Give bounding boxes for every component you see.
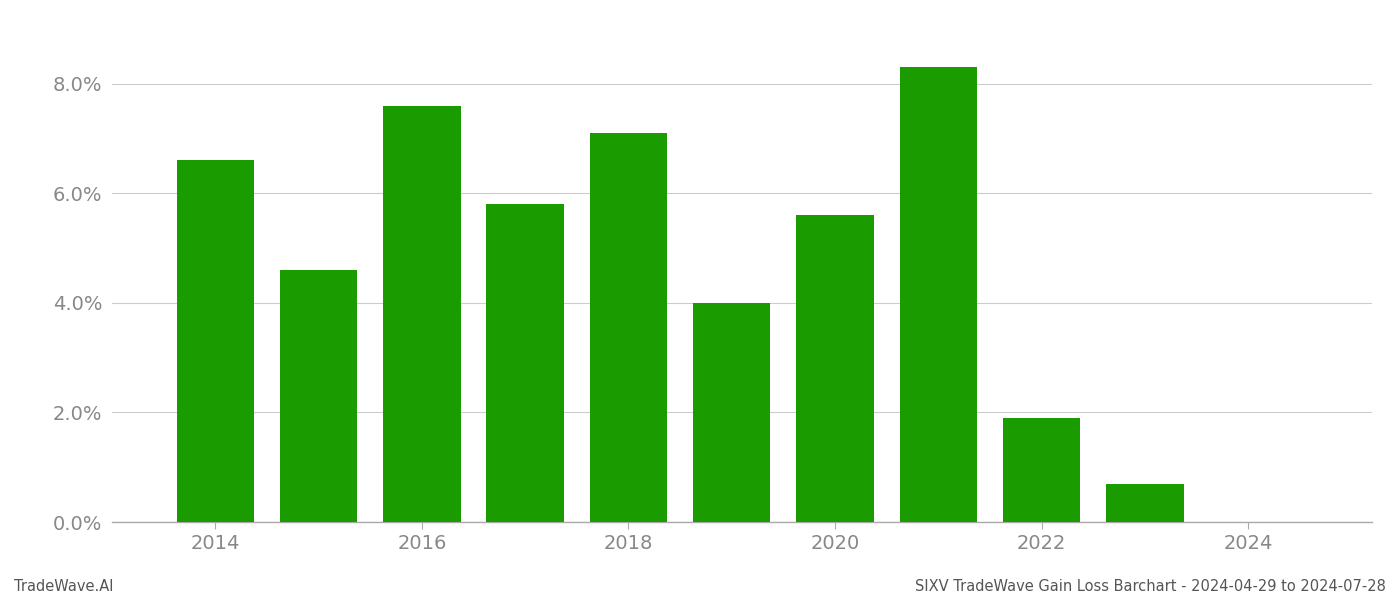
Bar bbox=[589, 133, 668, 522]
Bar bbox=[899, 67, 977, 522]
Bar bbox=[176, 160, 253, 522]
Text: TradeWave.AI: TradeWave.AI bbox=[14, 579, 113, 594]
Bar bbox=[384, 106, 461, 522]
Bar bbox=[1106, 484, 1183, 522]
Bar bbox=[1002, 418, 1081, 522]
Bar bbox=[486, 204, 564, 522]
Text: SIXV TradeWave Gain Loss Barchart - 2024-04-29 to 2024-07-28: SIXV TradeWave Gain Loss Barchart - 2024… bbox=[916, 579, 1386, 594]
Bar bbox=[693, 303, 770, 522]
Bar bbox=[280, 270, 357, 522]
Bar bbox=[797, 215, 874, 522]
